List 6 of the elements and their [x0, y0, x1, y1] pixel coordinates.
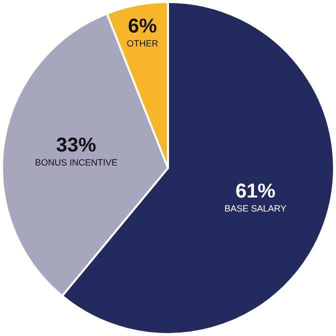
data-label: 6%: [128, 15, 158, 38]
data-label: 33%: [56, 134, 96, 156]
slice-label: BASE SALARY: [224, 203, 286, 214]
slice-label: BONUS INCENTIVE: [34, 157, 118, 168]
slice-label: OTHER: [126, 38, 159, 48]
data-label: 61%: [235, 180, 276, 202]
